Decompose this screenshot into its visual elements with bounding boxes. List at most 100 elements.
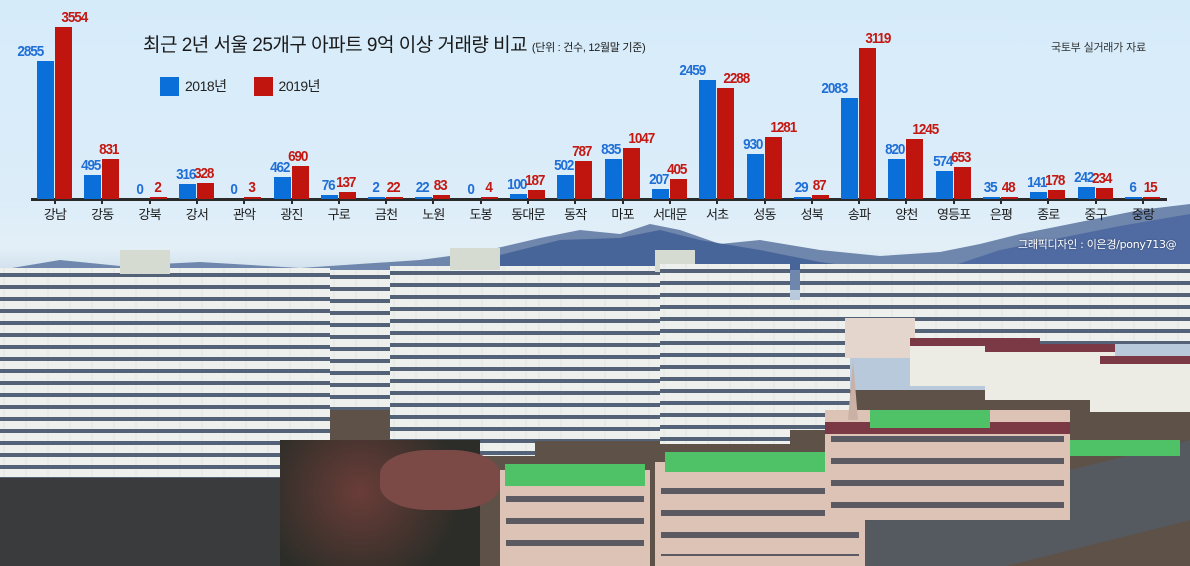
bar-2019 xyxy=(622,148,640,199)
bar-2019 xyxy=(102,158,120,199)
value-label-2019: 787 xyxy=(572,142,592,160)
category-label: 성북 xyxy=(800,208,824,223)
bar-2019 xyxy=(1001,196,1018,199)
category-label: 금천 xyxy=(374,208,398,223)
category-label: 양천 xyxy=(895,208,918,223)
bar-group: 100 187 동대문 xyxy=(505,0,551,240)
bar-group: 835 1047 마포 xyxy=(600,0,656,240)
legend-item-2019: 2019년 xyxy=(253,76,321,96)
bar-group: 2855 3554 강남 xyxy=(17,0,87,240)
value-label-2018: 820 xyxy=(885,141,905,159)
value-label-2019: 48 xyxy=(1001,178,1016,196)
bar-2018 xyxy=(320,195,338,199)
value-label-2019: 405 xyxy=(666,161,687,179)
bar-group: 316 328 강서 xyxy=(174,0,220,240)
value-label-2019: 137 xyxy=(335,174,356,192)
bar-2018 xyxy=(841,98,859,199)
value-label-2019: 83 xyxy=(434,176,448,194)
x-axis-tick xyxy=(668,199,671,204)
bar-2019 xyxy=(764,137,782,199)
category-label: 서초 xyxy=(706,208,729,223)
bar-2019 xyxy=(575,160,593,199)
bar-2019 xyxy=(528,189,545,199)
bar-group: 930 1281 성동 xyxy=(742,0,797,240)
category-label: 노원 xyxy=(422,208,445,223)
bar-2018 xyxy=(178,183,196,199)
bar-group: 2 22 금천 xyxy=(363,0,409,240)
bar-2018 xyxy=(1030,192,1048,199)
value-label-2018: 6 xyxy=(1129,179,1138,196)
value-label-2018: 495 xyxy=(81,157,101,175)
bar-2019 xyxy=(717,88,735,199)
bar-2019 xyxy=(149,197,167,199)
bar-2019 xyxy=(669,179,687,199)
category-label: 은평 xyxy=(989,208,1013,223)
category-label: 동대문 xyxy=(511,208,545,223)
bar-2019 xyxy=(953,167,971,199)
x-axis-tick xyxy=(952,199,955,204)
bar-chart: 최근 2년 서울 25개구 아파트 9억 이상 거래량 비교 (단위 : 건수,… xyxy=(0,0,1190,251)
x-axis-tick xyxy=(1094,199,1097,204)
bar-group: 141 178 종로 xyxy=(1025,0,1071,240)
value-label-2018: 2459 xyxy=(679,61,707,79)
category-label: 구로 xyxy=(327,208,351,223)
x-axis-line xyxy=(31,198,1167,201)
value-label-2018: 2083 xyxy=(821,80,848,98)
bar-group: 35 48 은평 xyxy=(978,0,1024,240)
bar-2019 xyxy=(55,27,72,199)
category-label: 강서 xyxy=(185,208,209,223)
category-label: 종로 xyxy=(1037,208,1060,223)
title-text: 최근 2년 서울 25개구 아파트 9억 이상 거래량 비교 xyxy=(143,35,528,56)
bar-2019 xyxy=(244,197,262,199)
value-label-2019: 87 xyxy=(812,176,827,194)
bar-2019 xyxy=(811,194,829,199)
category-label: 영등포 xyxy=(936,208,971,223)
value-label-2019: 22 xyxy=(386,179,401,196)
category-label: 동작 xyxy=(564,208,587,223)
x-axis-tick xyxy=(1000,199,1002,204)
category-label: 강남 xyxy=(43,208,67,223)
bar-group: 29 87 성북 xyxy=(789,0,835,240)
x-axis-tick xyxy=(195,199,198,204)
value-label-2018: 835 xyxy=(601,140,622,158)
bar-2019 xyxy=(433,194,451,199)
x-axis-tick xyxy=(479,199,482,204)
bar-2018 xyxy=(935,171,953,199)
bar-group: 462 690 광진 xyxy=(269,0,315,240)
value-label-2019: 187 xyxy=(524,171,545,189)
category-label: 강북 xyxy=(138,208,161,223)
legend-swatch-2018 xyxy=(160,76,179,96)
value-label-2019: 1245 xyxy=(912,120,939,138)
bar-2018 xyxy=(37,60,54,199)
bar-2018 xyxy=(273,176,291,199)
bar-2018 xyxy=(793,197,811,199)
value-label-2018: 207 xyxy=(648,170,669,188)
bar-2018 xyxy=(888,159,906,199)
bar-group: 0 2 강북 xyxy=(127,0,173,240)
bar-2018 xyxy=(746,154,764,199)
category-label: 광진 xyxy=(280,208,303,223)
value-label-2019: 2 xyxy=(154,179,162,196)
value-label-2019: 3 xyxy=(248,179,257,196)
source-note: 국토부 실거래가 자료 xyxy=(1051,41,1146,54)
bar-2019 xyxy=(291,165,309,199)
value-label-2018: 100 xyxy=(506,176,527,194)
value-label-2018: 0 xyxy=(136,181,144,198)
bar-group: 502 787 동작 xyxy=(552,0,598,240)
value-label-2018: 0 xyxy=(230,181,239,198)
value-label-2019: 3554 xyxy=(60,9,88,26)
bar-2018 xyxy=(604,158,622,199)
value-label-2019: 4 xyxy=(485,179,493,196)
legend: 2018년 2019년 xyxy=(160,76,347,96)
bar-2018 xyxy=(1077,187,1095,199)
legend-item-2018: 2018년 xyxy=(160,76,227,96)
bar-group: 207 405 서대문 xyxy=(647,0,693,240)
value-label-2018: 22 xyxy=(416,179,430,196)
x-axis-tick xyxy=(763,199,766,204)
x-axis-tick xyxy=(810,199,813,204)
category-label: 중구 xyxy=(1084,208,1107,223)
bar-2019 xyxy=(1048,190,1066,199)
value-label-2019: 1281 xyxy=(770,119,797,136)
bar-2018 xyxy=(699,80,717,199)
value-label-2019: 15 xyxy=(1143,179,1158,196)
